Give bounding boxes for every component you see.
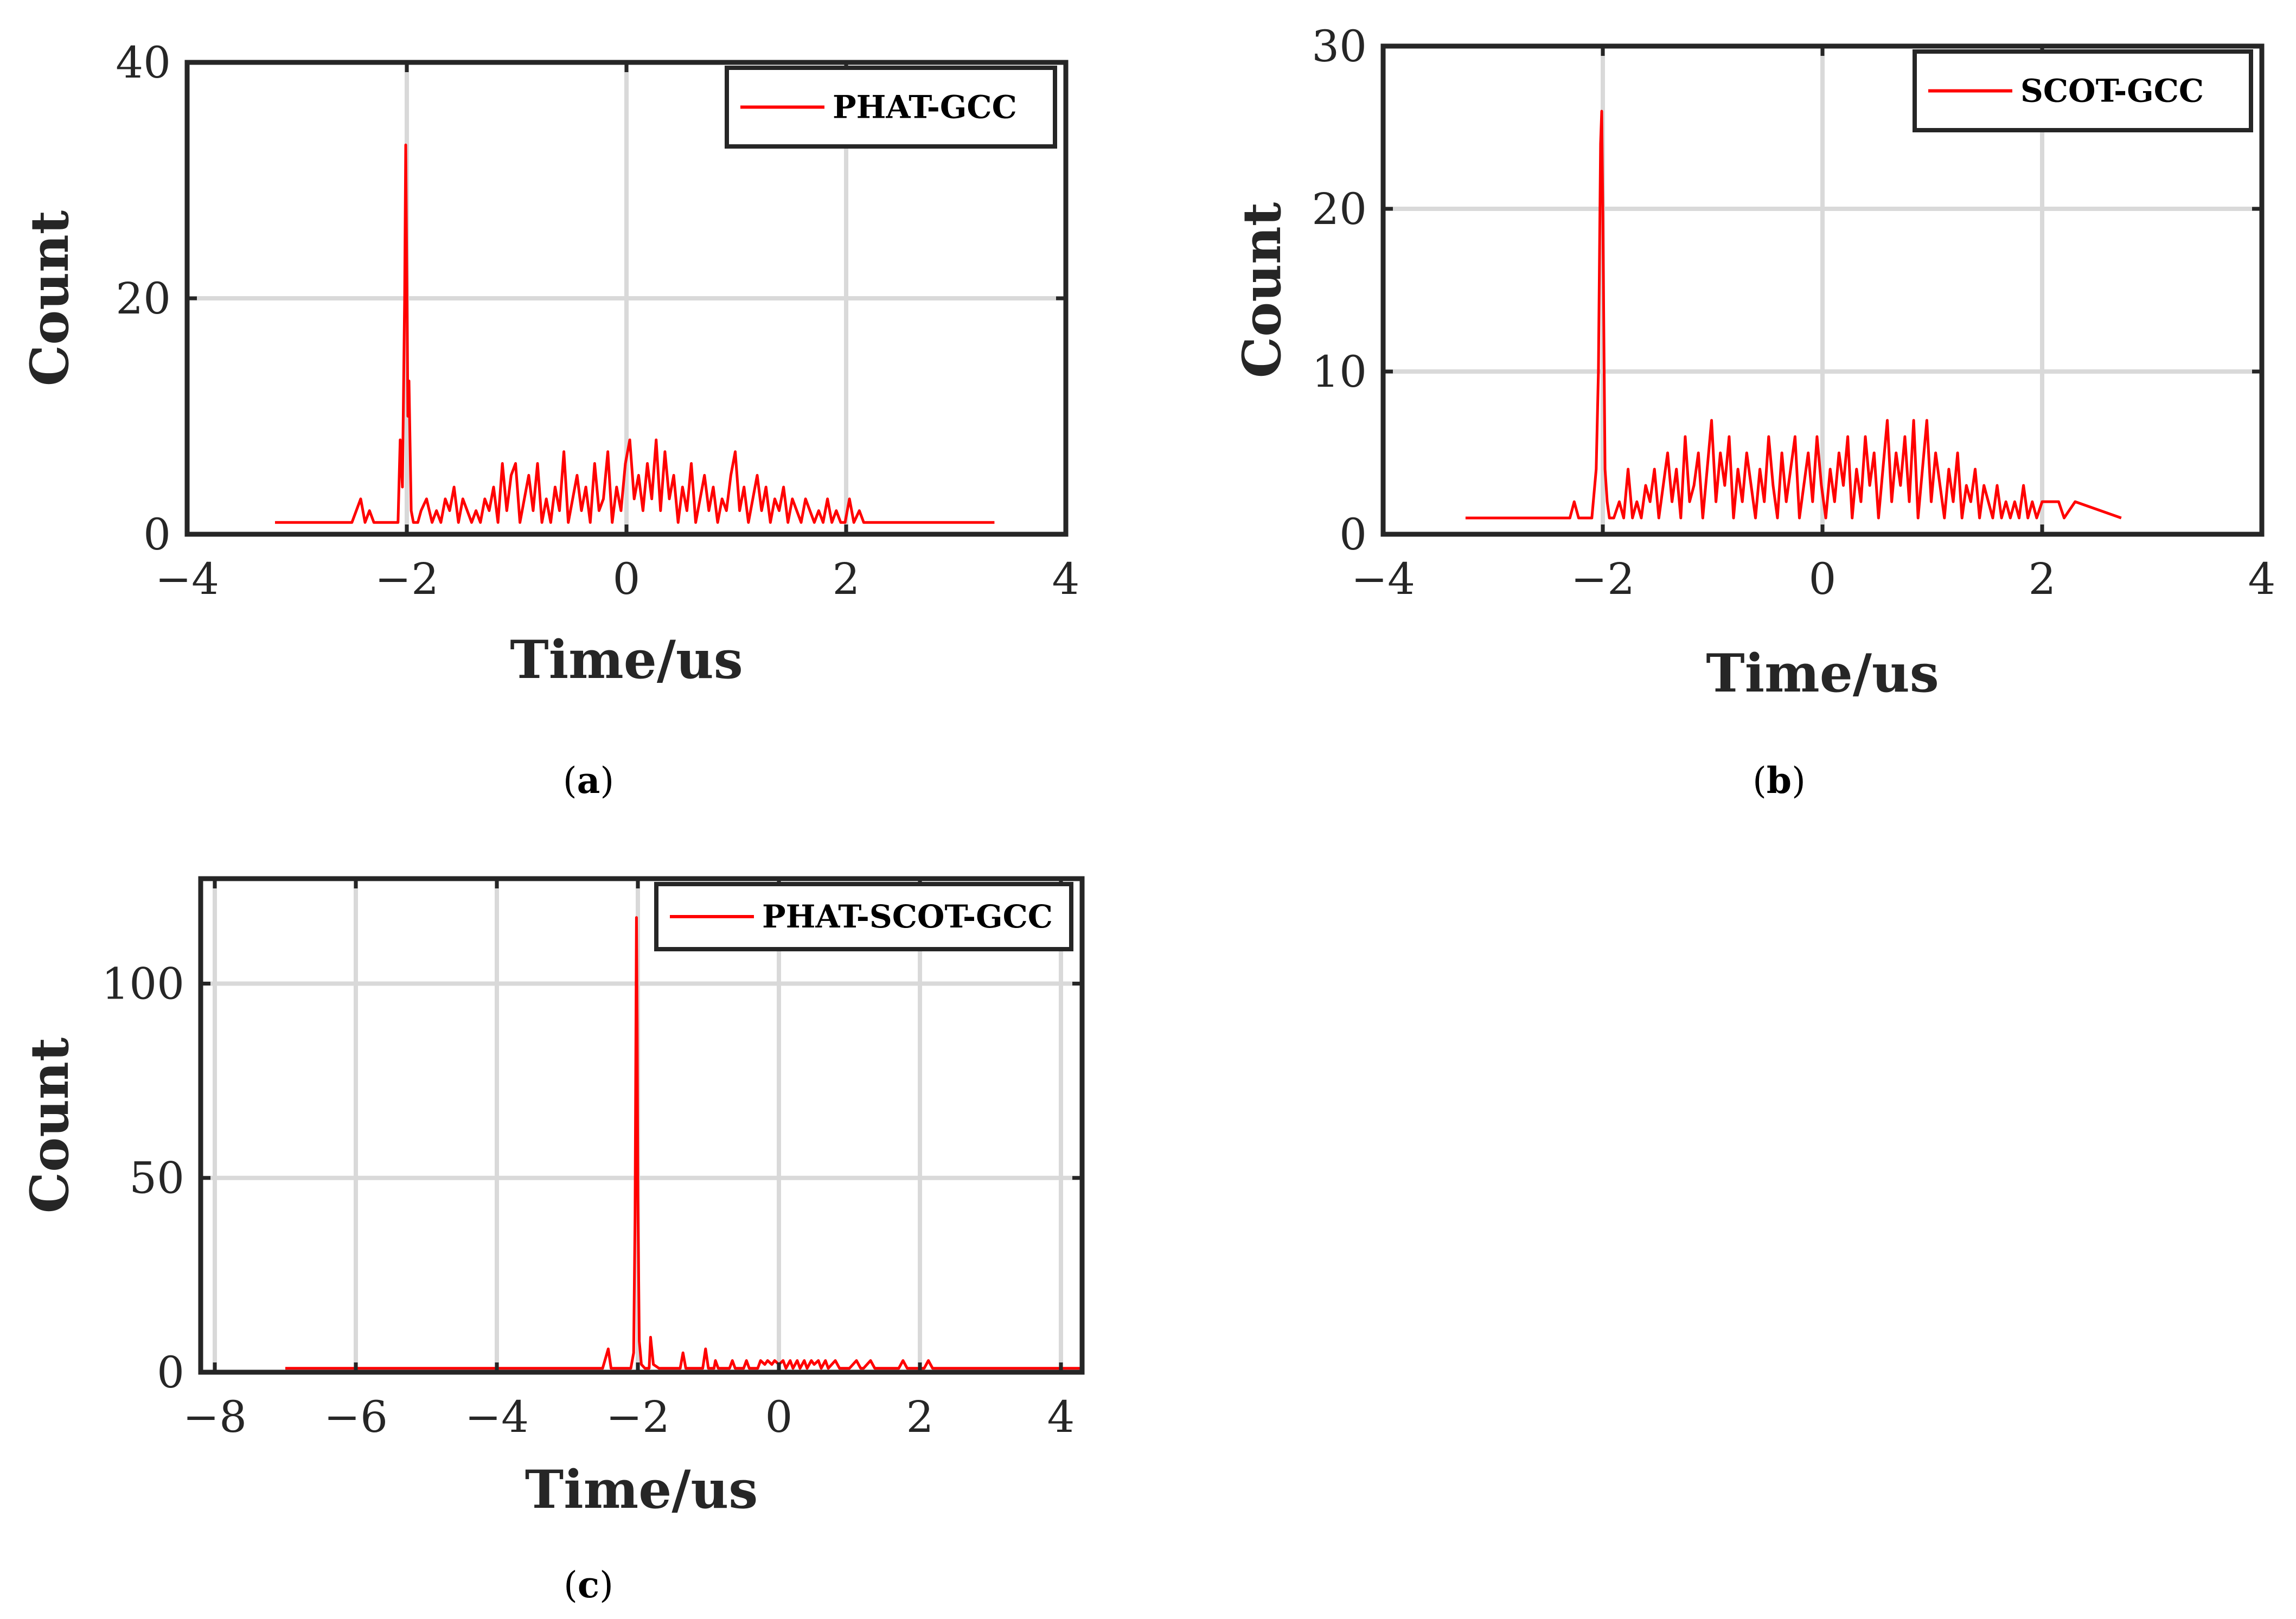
x-tick-label: 2 <box>833 554 860 604</box>
caption-c-label: c <box>578 1564 599 1606</box>
panel-b-scot-gcc: −4 −2 0 2 4 0 10 20 30 Time/us Count SCOT-GCC <box>1231 21 2275 704</box>
x-tick-label: 0 <box>765 1392 793 1442</box>
panel-c-phat-scot-gcc: −8 −6 −4 −2 0 2 4 0 50 100 Time/us Count PHAT-SCOT-G… <box>19 876 1085 1520</box>
y-tick-label: 0 <box>1339 509 1367 560</box>
x-tick-label: 0 <box>1809 554 1837 604</box>
x-tick-label: −2 <box>1571 554 1635 604</box>
y-tick-label: 0 <box>143 509 171 560</box>
y-tick-label: 100 <box>101 958 184 1009</box>
legend: PHAT-GCC <box>725 66 1057 149</box>
y-tick-label: 0 <box>157 1347 184 1398</box>
series-line-b <box>1465 110 2122 520</box>
x-tick-label: 2 <box>2029 554 2056 604</box>
y-tick-label: 30 <box>1312 21 1367 72</box>
x-tick-label: 4 <box>2248 554 2276 604</box>
caption-b-label: b <box>1767 759 1792 802</box>
y-tick-label: 40 <box>116 37 171 88</box>
axes-frame <box>198 876 1085 1375</box>
x-tick-label: −6 <box>324 1392 388 1442</box>
x-tick-label: 2 <box>906 1392 934 1442</box>
y-axis-label: Count <box>19 1038 80 1213</box>
caption-a: (a) <box>563 759 614 802</box>
y-tick-label: 20 <box>116 273 171 324</box>
caption-c: (c) <box>564 1564 613 1606</box>
plot-area <box>201 879 1082 1372</box>
x-tick-label: −4 <box>1351 554 1415 604</box>
x-axis-label: Time/us <box>510 629 743 690</box>
legend-label: SCOT-GCC <box>2020 73 2204 110</box>
y-axis-label: Count <box>1231 202 1293 378</box>
x-axis-label: Time/us <box>1706 643 1939 704</box>
x-tick-label: 0 <box>613 554 641 604</box>
legend: SCOT-GCC <box>1913 49 2253 132</box>
y-axis-label: Count <box>19 210 80 386</box>
legend-label: PHAT-GCC <box>833 89 1017 126</box>
legend: PHAT-SCOT-GCC <box>654 882 1073 951</box>
legend-box <box>725 66 1057 149</box>
x-tick-label: −2 <box>375 554 439 604</box>
x-axis-label: Time/us <box>525 1459 758 1520</box>
x-tick-label: 4 <box>1052 554 1080 604</box>
y-tick-label: 50 <box>129 1153 184 1204</box>
y-tick-label: 10 <box>1312 347 1367 397</box>
series-line-a <box>275 143 995 524</box>
series-line-c <box>285 916 1082 1370</box>
x-tick-label: −2 <box>606 1392 670 1442</box>
legend-label: PHAT-SCOT-GCC <box>762 898 1053 935</box>
caption-a-label: a <box>577 759 600 802</box>
x-tick-label: −8 <box>183 1392 247 1442</box>
x-tick-label: −4 <box>155 554 219 604</box>
x-tick-label: −4 <box>465 1392 529 1442</box>
x-tick-label: 4 <box>1047 1392 1075 1442</box>
caption-b: (b) <box>1753 759 1806 802</box>
y-tick-label: 20 <box>1312 184 1367 234</box>
